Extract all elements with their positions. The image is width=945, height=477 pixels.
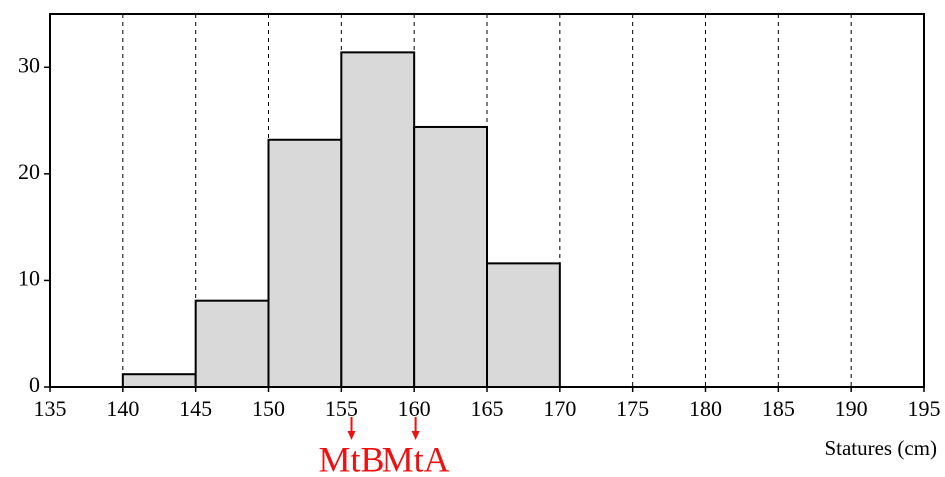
annotation-label: MtB — [319, 439, 385, 477]
y-tick-label: 0 — [29, 372, 40, 397]
x-tick-label: 160 — [398, 396, 431, 421]
x-tick-label: 180 — [689, 396, 722, 421]
x-tick-label: 190 — [835, 396, 868, 421]
arrow-head — [411, 431, 420, 440]
x-tick-label: 145 — [179, 396, 212, 421]
x-tick-label: 175 — [616, 396, 649, 421]
bar — [121, 373, 197, 388]
arrow-head — [347, 431, 356, 440]
x-tick-label: 185 — [762, 396, 795, 421]
plot-frame — [49, 13, 925, 388]
annotation-label: MtA — [382, 439, 450, 477]
x-tick-label: 135 — [34, 396, 67, 421]
x-tick-label: 155 — [325, 396, 358, 421]
x-axis-label: Statures (cm) — [824, 436, 937, 460]
y-tick-label: 30 — [18, 52, 40, 77]
x-tick-label: 140 — [106, 396, 139, 421]
y-tick-label: 10 — [18, 265, 40, 290]
bar — [194, 299, 270, 389]
x-tick-label: 195 — [908, 396, 941, 421]
x-tick-label: 150 — [252, 396, 285, 421]
bar — [413, 125, 488, 388]
bar — [267, 138, 343, 388]
bar — [486, 262, 561, 388]
y-tick-label: 20 — [18, 159, 40, 184]
x-tick-label: 165 — [471, 396, 504, 421]
x-tick-label: 170 — [543, 396, 576, 421]
bar — [340, 51, 416, 388]
